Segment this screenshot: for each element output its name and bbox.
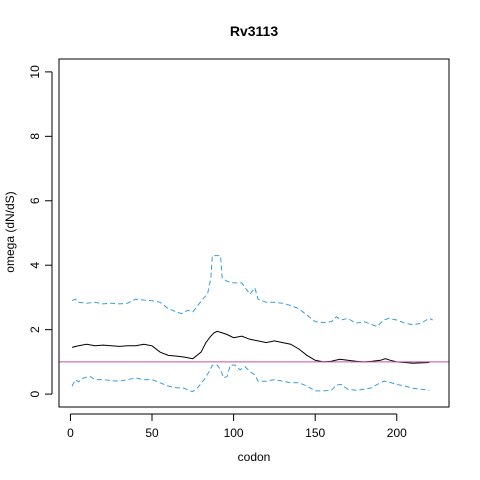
series-line-2	[71, 255, 433, 327]
x-axis: 0 50 100 150 200	[67, 413, 407, 440]
y-axis-label: omega (dN/dS)	[3, 191, 17, 272]
y-tick-label: 6	[28, 197, 42, 204]
plot-area	[59, 255, 449, 393]
x-tick-label: 50	[145, 426, 159, 440]
y-axis: 0 2 4 6 8 10	[28, 65, 53, 397]
plot-frame	[58, 58, 450, 408]
y-tick-label: 8	[28, 133, 42, 140]
series-line-3	[71, 364, 430, 393]
x-tick-label: 200	[387, 426, 407, 440]
x-axis-label: codon	[238, 450, 271, 464]
x-tick-label: 100	[224, 426, 244, 440]
y-tick-label: 10	[28, 65, 42, 79]
y-tick-label: 2	[28, 326, 42, 333]
y-tick-label: 0	[28, 390, 42, 397]
chart-title: Rv3113	[230, 23, 278, 39]
x-tick-label: 0	[67, 426, 74, 440]
x-tick-label: 150	[305, 426, 325, 440]
series-line-1	[71, 330, 430, 364]
y-tick-label: 4	[28, 262, 42, 269]
